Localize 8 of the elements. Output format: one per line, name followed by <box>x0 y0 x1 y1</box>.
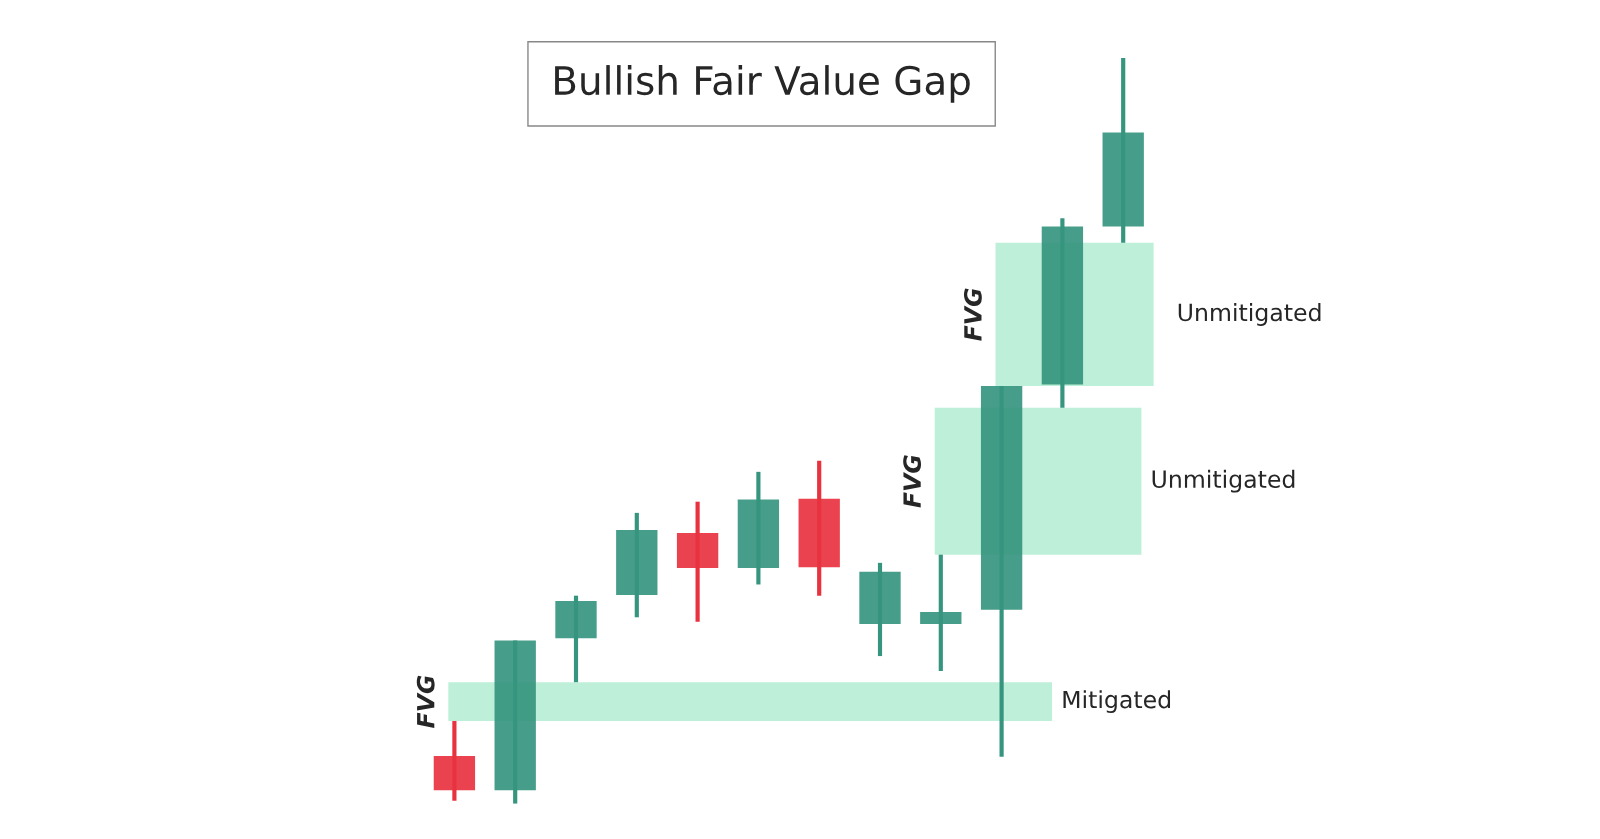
annotation: FVG <box>416 675 435 728</box>
band-label: Unmitigated <box>1178 303 1321 326</box>
band-label: Mitigated <box>1063 690 1171 713</box>
annotation: FVG <box>903 455 922 508</box>
band-label: Unmitigated <box>1152 469 1295 493</box>
chart-title: Bullish Fair Value Gap <box>555 65 970 103</box>
candlestick <box>920 554 962 671</box>
annotation: FVG <box>963 288 982 341</box>
